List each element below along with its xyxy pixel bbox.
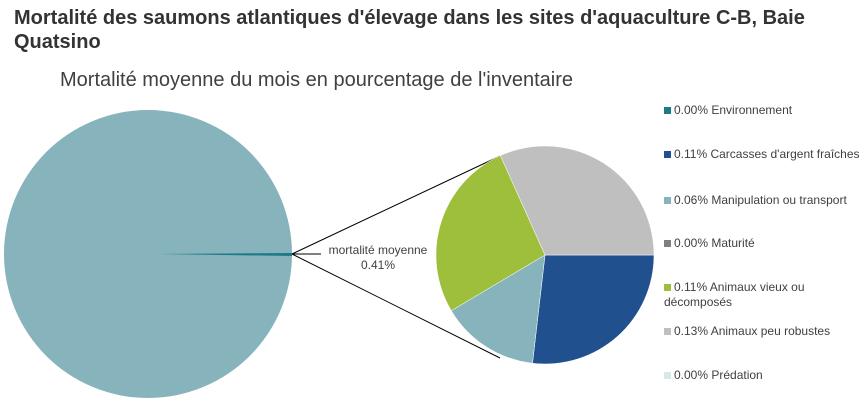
chart-title: Mortalité des saumons atlantiques d'élev… (14, 7, 805, 53)
secondary-pie-slice (532, 254, 655, 365)
legend-item-animaux-peu-robustes: 0.13% Animaux peu robustes (664, 324, 864, 339)
legend-swatch-icon (664, 284, 671, 291)
secondary-pie-label: mortalité moyenne 0.41% (318, 243, 438, 273)
legend-item-animaux-vieux: 0.11% Animaux vieux ou décomposés (664, 280, 805, 309)
secondary-pie-slice (450, 254, 546, 364)
legend-item-carcasses: 0.11% Carcasses d'argent fraîches (664, 147, 864, 162)
legend-item-manipulation: 0.06% Manipulation ou transport (664, 193, 864, 208)
secondary-pie (435, 145, 655, 365)
legend-swatch-icon (664, 197, 671, 204)
legend-swatch-icon (664, 328, 671, 335)
legend-swatch-icon (664, 240, 671, 247)
primary-pie-mortality-slice (160, 253, 292, 256)
legend-item-predation: 0.00% Prédation (664, 368, 864, 383)
legend-swatch-icon (664, 151, 671, 158)
legend-swatch-icon (664, 372, 671, 379)
secondary-pie-slice (500, 145, 655, 256)
legend-swatch-icon (664, 107, 671, 114)
legend-item-environnement: 0.00% Environnement (664, 103, 864, 118)
secondary-pie-label-value: 0.41% (360, 258, 396, 272)
connector-line-bottom (291, 253, 501, 359)
chart-subtitle: Mortalité moyenne du mois en pourcentage… (60, 69, 574, 91)
legend-item-maturite: 0.00% Maturité (664, 236, 864, 251)
primary-pie-remaining-slice (4, 110, 292, 398)
connector-line-top (291, 155, 501, 255)
secondary-pie-label-title: mortalité moyenne (328, 243, 428, 257)
